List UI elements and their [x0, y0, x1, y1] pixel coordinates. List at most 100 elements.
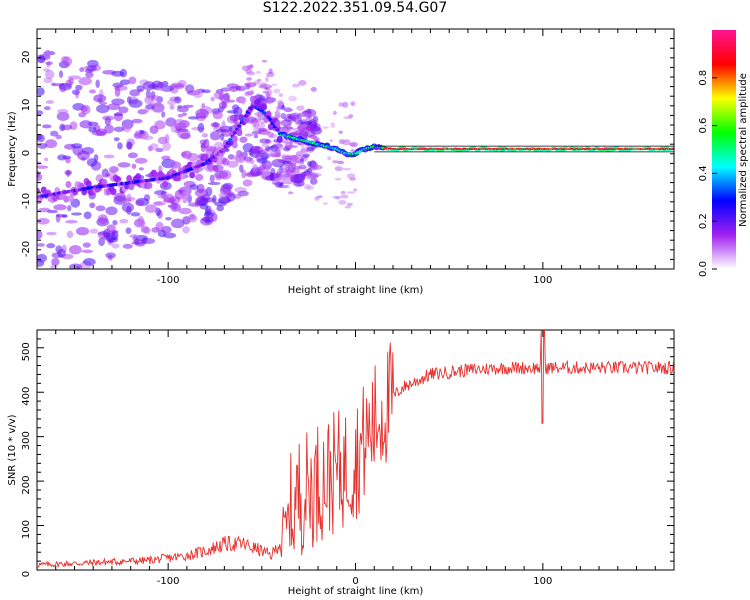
noise-blob — [295, 116, 301, 121]
ridge-halo — [261, 103, 268, 111]
noise-blob — [103, 154, 115, 159]
noise-blob — [269, 172, 275, 182]
noise-blob — [274, 115, 283, 118]
noise-blob — [187, 116, 200, 120]
noise-blob — [161, 111, 166, 118]
spectrogram-y-tick-label: -20 — [21, 241, 32, 257]
noise-blob — [278, 93, 283, 97]
noise-blob — [332, 160, 339, 164]
noise-blob — [127, 152, 138, 159]
noise-blob — [80, 105, 88, 113]
noise-blob — [114, 86, 121, 97]
noise-blob — [220, 87, 231, 92]
noise-blob — [260, 152, 270, 160]
noise-blob — [247, 85, 252, 88]
noise-blob — [122, 243, 133, 249]
figure-title: S122.2022.351.09.54.G07 — [262, 0, 448, 16]
noise-blob — [269, 153, 282, 158]
noise-blob — [89, 228, 99, 234]
noise-blob — [195, 108, 209, 119]
noise-blob — [327, 156, 332, 161]
ridge-halo — [180, 172, 187, 180]
noise-blob — [306, 171, 314, 177]
noise-blob — [108, 166, 119, 173]
noise-blob — [166, 99, 177, 106]
noise-blob — [121, 202, 135, 213]
spectrogram-plot — [37, 49, 674, 269]
noise-blob — [44, 49, 51, 58]
noise-blob — [96, 104, 110, 114]
noise-blob — [300, 144, 306, 151]
noise-blob — [51, 257, 60, 267]
noise-blob — [332, 110, 337, 116]
noise-blob — [138, 167, 144, 171]
noise-blob — [176, 128, 189, 132]
noise-blob — [296, 183, 303, 187]
noise-blob — [293, 112, 298, 116]
noise-blob — [86, 65, 97, 72]
noise-blob — [296, 105, 305, 111]
noise-blob — [60, 124, 73, 131]
noise-blob — [192, 88, 203, 99]
noise-blob — [334, 166, 343, 172]
noise-blob — [88, 126, 97, 133]
noise-blob — [155, 147, 164, 153]
noise-blob — [307, 160, 312, 167]
noise-blob — [46, 243, 56, 249]
noise-blob — [165, 216, 172, 221]
noise-blob — [154, 201, 163, 206]
ridge-point — [275, 128, 280, 132]
ridge-halo — [189, 171, 196, 179]
noise-blob — [83, 258, 96, 266]
noise-blob — [284, 166, 291, 172]
ridge-halo — [126, 175, 133, 183]
noise-blob — [334, 177, 342, 181]
ridge-point — [237, 124, 242, 128]
noise-blob — [117, 162, 131, 168]
noise-blob — [256, 122, 266, 129]
noise-blob — [163, 232, 177, 239]
noise-blob — [204, 218, 212, 224]
noise-blob — [343, 116, 353, 120]
noise-blob — [226, 99, 236, 103]
noise-blob — [114, 192, 127, 202]
noise-blob — [292, 173, 305, 184]
noise-blob — [242, 142, 254, 153]
ridge-halo — [40, 186, 47, 194]
snr-y-label: SNR (10 * v/v) — [7, 414, 18, 485]
ridge-halo — [110, 188, 117, 196]
noise-blob — [83, 211, 92, 220]
noise-blob — [239, 164, 244, 173]
noise-blob — [278, 174, 288, 180]
snr-y-tick-label: 100 — [21, 520, 32, 539]
noise-blob — [46, 231, 57, 236]
noise-blob — [322, 126, 329, 129]
noise-blob — [222, 182, 234, 190]
ridge-halo — [37, 187, 40, 195]
noise-blob — [187, 202, 201, 207]
noise-blob — [261, 153, 268, 156]
noise-blob — [37, 134, 45, 143]
noise-blob — [89, 89, 96, 94]
noise-blob — [298, 161, 305, 168]
spectrogram-y-tick-label: 0 — [21, 150, 32, 156]
noise-blob — [312, 136, 320, 142]
noise-blob — [265, 87, 270, 91]
noise-blob — [221, 120, 226, 130]
noise-blob — [302, 153, 310, 158]
noise-blob — [105, 206, 118, 216]
noise-blob — [256, 92, 260, 99]
noise-blob — [126, 96, 132, 104]
noise-blob — [260, 82, 268, 88]
ridge-point — [232, 131, 238, 135]
noise-blob — [71, 143, 83, 149]
noise-blob — [212, 164, 224, 172]
noise-blob — [213, 91, 225, 100]
noise-blob — [44, 157, 49, 162]
noise-blob — [253, 134, 259, 139]
noise-blob — [62, 56, 73, 67]
noise-blob — [268, 97, 274, 101]
noise-blob — [275, 106, 280, 111]
noise-blob — [50, 264, 56, 269]
noise-blob — [161, 155, 171, 161]
